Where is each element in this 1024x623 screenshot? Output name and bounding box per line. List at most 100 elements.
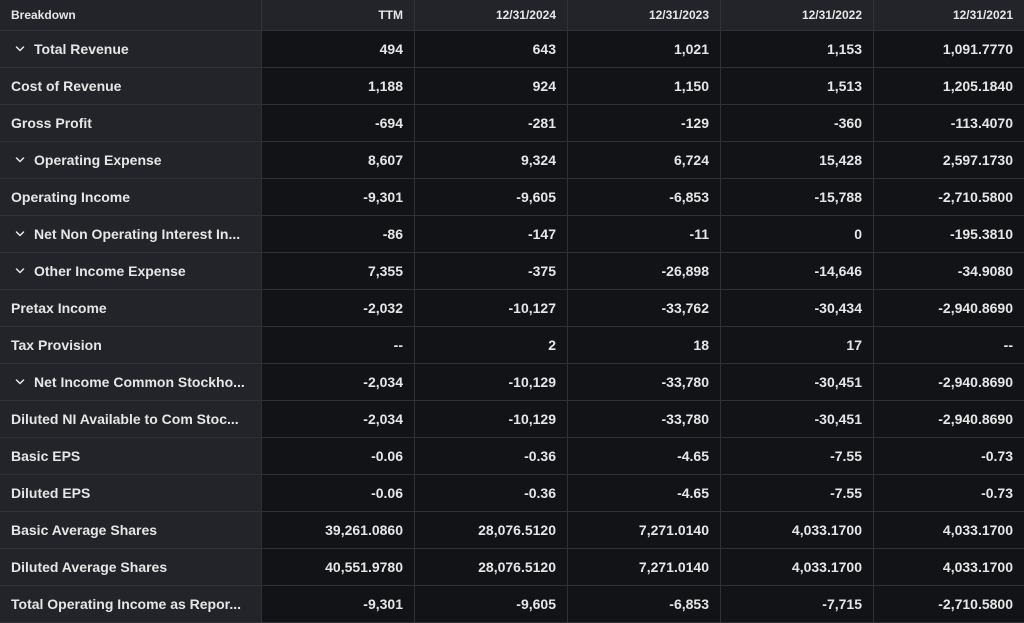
table-row[interactable]: Operating Expense 8,607 9,324 6,724 15,428 2,… [0,142,1024,179]
row-value: -9,605 [516,596,556,612]
row-value-cell: -10,127 [415,290,568,326]
row-value-cell: -33,780 [568,401,721,437]
row-value-cell: -2,940.8690 [874,364,1024,400]
chevron-down-icon[interactable] [15,44,29,54]
row-label-cell[interactable]: Other Income Expense [0,253,262,289]
row-value: 1,021 [673,41,709,57]
header-col-2022: 12/31/2022 [721,0,874,30]
chevron-down-icon[interactable] [15,377,29,387]
row-value: 28,076.5120 [478,522,556,538]
row-label-cell: Total Operating Income as Repor... [0,586,262,622]
row-value: 6,724 [673,152,709,168]
chevron-down-icon[interactable] [15,229,29,239]
row-value-cell: -2,940.8690 [874,290,1024,326]
row-value: -- [393,337,403,353]
row-value-cell: -6,853 [568,586,721,622]
chevron-down-icon[interactable] [15,155,29,165]
row-value-cell: 1,188 [262,68,415,104]
row-value: -0.06 [371,485,403,501]
row-value: -9,605 [516,189,556,205]
row-label-cell: Diluted EPS [0,475,262,511]
row-label: Diluted Average Shares [11,559,168,575]
chevron-down-icon[interactable] [15,266,29,276]
header-col-2021: 12/31/2021 [874,0,1024,30]
row-value: -14,646 [814,263,862,279]
row-value: 2,597.1730 [942,152,1013,168]
row-value-cell: -30,451 [721,401,874,437]
row-value: -10,127 [508,300,556,316]
row-label-cell: Basic Average Shares [0,512,262,548]
row-value: -33,762 [661,300,709,316]
row-value: 18 [693,337,709,353]
row-value: -0.36 [524,448,556,464]
row-value-cell: -7.55 [721,438,874,474]
row-value-cell: -9,605 [415,586,568,622]
row-value-cell: -10,129 [415,401,568,437]
row-label: Total Revenue [34,41,129,57]
row-value-cell: 1,021 [568,31,721,67]
row-value: -129 [680,115,709,131]
row-value: -10,129 [508,411,556,427]
row-value: 4,033.1700 [942,522,1013,538]
row-value: 1,150 [673,78,709,94]
row-value-cell: -7.55 [721,475,874,511]
row-label: Operating Income [11,189,131,205]
row-value: -30,451 [814,411,862,427]
row-value: -7.55 [830,485,862,501]
row-label-cell[interactable]: Total Revenue [0,31,262,67]
row-value: 4,033.1700 [791,559,862,575]
row-label-cell: Pretax Income [0,290,262,326]
row-value: -0.73 [981,485,1013,501]
row-label: Net Income Common Stockho... [34,374,245,390]
row-label-cell[interactable]: Net Income Common Stockho... [0,364,262,400]
row-value-cell: 2 [415,327,568,363]
table-row[interactable]: Net Non Operating Interest In... -86 -147 -… [0,216,1024,253]
row-value-cell: 28,076.5120 [415,549,568,585]
row-value: -6,853 [669,596,709,612]
table-row[interactable]: Net Income Common Stockho... -2,034 -10,12… [0,364,1024,401]
row-value-cell: 8,607 [262,142,415,178]
row-value: -2,940.8690 [938,374,1013,390]
row-value-cell: -9,301 [262,586,415,622]
row-value-cell: 4,033.1700 [721,549,874,585]
row-value: -34.9080 [957,263,1013,279]
table-row: Gross Profit -694 -281 -129 -360 -113.4070 [0,105,1024,142]
row-value-cell: -9,301 [262,179,415,215]
row-value: -30,451 [814,374,862,390]
row-value-cell: 7,355 [262,253,415,289]
row-value: 15,428 [819,152,862,168]
row-value: -375 [527,263,556,279]
row-value-cell: -11 [568,216,721,252]
row-value: -694 [374,115,403,131]
row-value: 8,607 [367,152,403,168]
table-row: Diluted EPS -0.06 -0.36 -4.65 -7.55 -0.73 [0,475,1024,512]
header-breakdown: Breakdown [0,0,262,30]
row-value-cell: 4,033.1700 [721,512,874,548]
row-label: Diluted NI Available to Com Stoc... [11,411,239,427]
row-value: 40,551.9780 [325,559,403,575]
row-value-cell: -34.9080 [874,253,1024,289]
row-label: Pretax Income [11,300,107,316]
row-value: -33,780 [661,411,709,427]
row-label: Operating Expense [34,152,162,168]
row-value-cell: -2,940.8690 [874,401,1024,437]
row-value-cell: -2,034 [262,364,415,400]
row-value: 4,033.1700 [791,522,862,538]
row-value-cell: -4.65 [568,475,721,511]
row-value: 9,324 [520,152,556,168]
row-value: -15,788 [814,189,862,205]
row-value-cell: -0.73 [874,475,1024,511]
row-value: -9,301 [363,189,403,205]
table-row: Basic EPS -0.06 -0.36 -4.65 -7.55 -0.73 [0,438,1024,475]
table-header-row: Breakdown TTM 12/31/2024 12/31/2023 12/3… [0,0,1024,31]
row-label-cell[interactable]: Operating Expense [0,142,262,178]
row-value-cell: 28,076.5120 [415,512,568,548]
row-value-cell: 9,324 [415,142,568,178]
table-row[interactable]: Other Income Expense 7,355 -375 -26,898 -14,… [0,253,1024,290]
row-value-cell: -129 [568,105,721,141]
row-value: -- [1003,337,1013,353]
row-label-cell[interactable]: Net Non Operating Interest In... [0,216,262,252]
row-value: -9,301 [363,596,403,612]
row-label: Other Income Expense [34,263,186,279]
table-row[interactable]: Total Revenue 494 643 1,021 1,153 1,091.7770 [0,31,1024,68]
